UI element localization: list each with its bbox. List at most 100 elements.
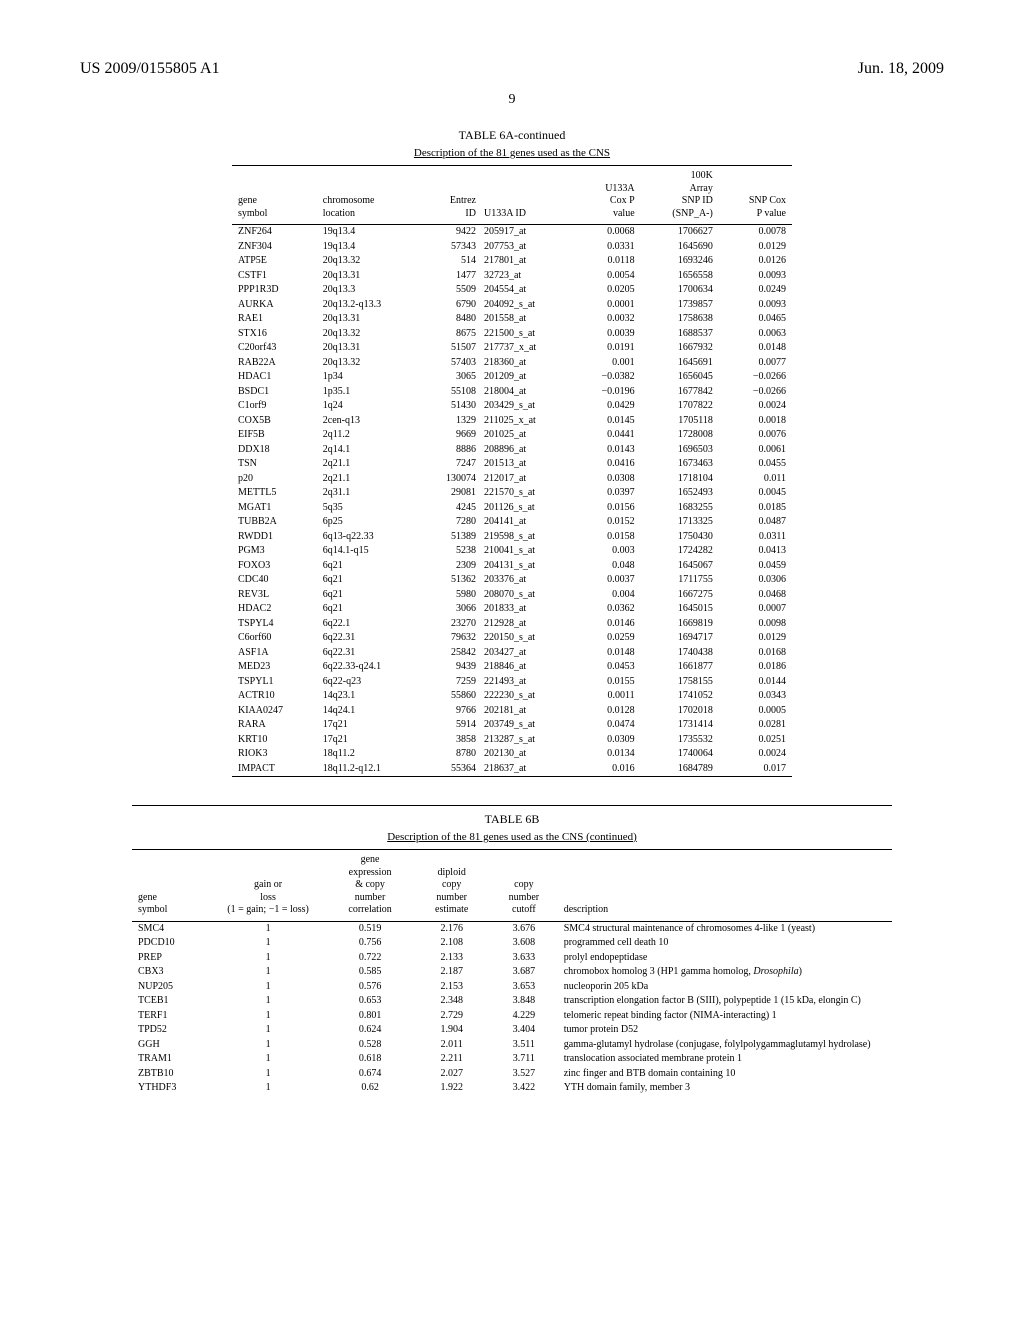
table-cell: 210041_s_at	[478, 544, 574, 559]
table-cell: 51389	[421, 530, 478, 545]
table-cell: 0.016	[574, 762, 641, 777]
table-cell: 0.048	[574, 559, 641, 574]
table-row: ZNF26419q13.49422205917_at0.006817066270…	[232, 225, 792, 240]
table-row: MED236q22.33-q24.19439218846_at0.0453166…	[232, 660, 792, 675]
table-row: GGH10.5282.0113.511gamma-glutamyl hydrol…	[132, 1038, 892, 1053]
table-cell: 8480	[421, 312, 478, 327]
table-cell: 221500_s_at	[478, 327, 574, 342]
table-row: REV3L6q215980208070_s_at0.00416672750.04…	[232, 588, 792, 603]
table-cell: 218846_at	[478, 660, 574, 675]
table6a-subtitle: Description of the 81 genes used as the …	[80, 147, 944, 159]
table-cell: 221493_at	[478, 675, 574, 690]
table-cell: 3.687	[490, 965, 558, 980]
table-cell: 0.576	[327, 980, 414, 995]
table-6b: genesymbolgain orloss(1 = gain; −1 = los…	[132, 849, 892, 1096]
table-cell: 1	[209, 1009, 326, 1024]
table-cell: 6q22.1	[317, 617, 422, 632]
table-cell: 0.0251	[719, 733, 792, 748]
table-cell: 0.0331	[574, 240, 641, 255]
table-cell: 4.229	[490, 1009, 558, 1024]
table-cell: 1688537	[641, 327, 719, 342]
table-row: RARA17q215914203749_s_at0.047417314140.0…	[232, 718, 792, 733]
table-cell: 0.653	[327, 994, 414, 1009]
table-cell: PDCD10	[132, 936, 209, 951]
table6a-col-header: U133A ID	[478, 166, 574, 225]
table-cell: TUBB2A	[232, 515, 317, 530]
table-cell: EIF5B	[232, 428, 317, 443]
table-row: CSTF120q13.31147732723_at0.005416565580.…	[232, 269, 792, 284]
table-cell: METTL5	[232, 486, 317, 501]
table-cell: 9422	[421, 225, 478, 240]
table-cell: MED23	[232, 660, 317, 675]
table-cell: 0.722	[327, 951, 414, 966]
table-cell: 217737_x_at	[478, 341, 574, 356]
table6b-title: TABLE 6B	[132, 805, 892, 827]
table-cell: 57403	[421, 356, 478, 371]
table-cell: 23270	[421, 617, 478, 632]
table-cell: 19q13.4	[317, 225, 422, 240]
table-cell: RWDD1	[232, 530, 317, 545]
table-cell: 1656558	[641, 269, 719, 284]
table-cell: 0.0118	[574, 254, 641, 269]
table-cell: 0.0309	[574, 733, 641, 748]
table-row: CDC406q2151362203376_at0.003717117550.03…	[232, 573, 792, 588]
table6b-col-header: genesymbol	[132, 850, 209, 922]
table6a-col-header: chromosomelocation	[317, 166, 422, 225]
table6b-col-header: geneexpression& copynumbercorrelation	[327, 850, 414, 922]
table-row: MGAT15q354245201126_s_at0.015616832550.0…	[232, 501, 792, 516]
table-cell: TERF1	[132, 1009, 209, 1024]
table-cell: 2cen-q13	[317, 414, 422, 429]
table-cell: 220150_s_at	[478, 631, 574, 646]
table-cell: 6q21	[317, 559, 422, 574]
table-row: YTHDF310.621.9223.422YTH domain family, …	[132, 1081, 892, 1096]
table-cell: BSDC1	[232, 385, 317, 400]
table-row: EIF5B2q11.29669201025_at0.044117280080.0…	[232, 428, 792, 443]
table-cell: 3.404	[490, 1023, 558, 1038]
table-cell: 1645690	[641, 240, 719, 255]
table-cell: CBX3	[132, 965, 209, 980]
table6b-col-header: diploidcopynumberestimate	[413, 850, 490, 922]
table-cell: 17q21	[317, 733, 422, 748]
table-cell: 0.0281	[719, 718, 792, 733]
table-cell: 221570_s_at	[478, 486, 574, 501]
table-cell: 2.011	[413, 1038, 490, 1053]
table-cell: 2.108	[413, 936, 490, 951]
table6b-subtitle: Description of the 81 genes used as the …	[132, 831, 892, 843]
table-cell: 201833_at	[478, 602, 574, 617]
table-cell: 4245	[421, 501, 478, 516]
table-cell: 20q13.32	[317, 356, 422, 371]
table-row: TCEB110.6532.3483.848transcription elong…	[132, 994, 892, 1009]
table-cell: 6q21	[317, 602, 422, 617]
table-cell: 2.153	[413, 980, 490, 995]
table-cell: gamma-glutamyl hydrolase (conjugase, fol…	[558, 1038, 892, 1053]
table-cell: YTH domain family, member 3	[558, 1081, 892, 1096]
table-cell: 1683255	[641, 501, 719, 516]
table-cell: 20q13.3	[317, 283, 422, 298]
table-cell: 2.027	[413, 1067, 490, 1082]
table-cell: 1677842	[641, 385, 719, 400]
table-cell: 20q13.31	[317, 269, 422, 284]
table-row: C6orf606q22.3179632220150_s_at0.02591694…	[232, 631, 792, 646]
table-cell: 218637_at	[478, 762, 574, 777]
table-cell: 1	[209, 965, 326, 980]
table-cell: STX16	[232, 327, 317, 342]
table-cell: 0.585	[327, 965, 414, 980]
table-cell: 0.0362	[574, 602, 641, 617]
table-cell: 3.608	[490, 936, 558, 951]
page-number: 9	[80, 92, 944, 108]
table-cell: 222230_s_at	[478, 689, 574, 704]
table-cell: 0.0001	[574, 298, 641, 313]
table-cell: 201025_at	[478, 428, 574, 443]
table-cell: 0.0459	[719, 559, 792, 574]
table-cell: 0.003	[574, 544, 641, 559]
table-cell: p20	[232, 472, 317, 487]
table-cell: 0.0259	[574, 631, 641, 646]
table-cell: 18q11.2-q12.1	[317, 762, 422, 777]
table-cell: 1669819	[641, 617, 719, 632]
table-cell: programmed cell death 10	[558, 936, 892, 951]
table-cell: 1702018	[641, 704, 719, 719]
table-cell: KIAA0247	[232, 704, 317, 719]
table-cell: 1	[209, 1023, 326, 1038]
table-cell: 3.848	[490, 994, 558, 1009]
table-cell: 204092_s_at	[478, 298, 574, 313]
